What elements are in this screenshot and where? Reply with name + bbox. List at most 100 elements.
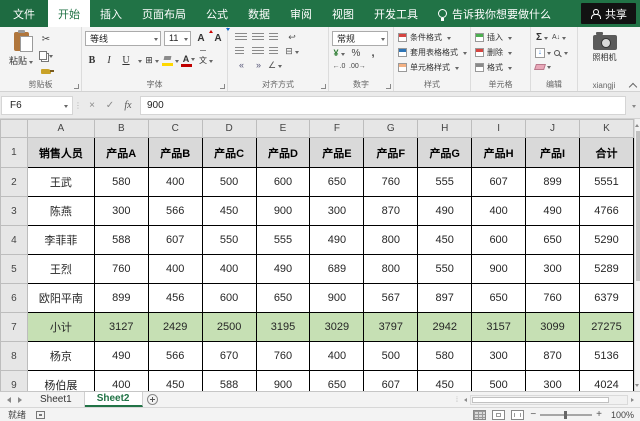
cell-F8[interactable]: 400 <box>309 341 365 371</box>
increase-indent-button[interactable]: » <box>255 60 261 70</box>
cell-H1[interactable]: 产品G <box>417 137 473 168</box>
cell-I4[interactable]: 600 <box>471 225 527 255</box>
zoom-slider[interactable] <box>540 410 593 419</box>
cell-K7[interactable]: 27275 <box>578 312 634 342</box>
cell-G2[interactable]: 760 <box>363 167 419 197</box>
cell-G5[interactable]: 800 <box>363 254 419 284</box>
cell-A9[interactable]: 杨伯展 <box>26 370 95 391</box>
cell-A4[interactable]: 李菲菲 <box>26 225 95 255</box>
cut-button[interactable]: ✂ <box>39 33 53 47</box>
cell-I7[interactable]: 3157 <box>471 312 527 342</box>
formula-input[interactable]: 900 <box>140 95 626 115</box>
grow-font-button[interactable]: A <box>194 30 213 45</box>
row-header-1[interactable]: 1 <box>0 137 28 168</box>
new-sheet-button[interactable] <box>143 392 163 407</box>
cell-A6[interactable]: 欧阳平南 <box>26 283 95 313</box>
collapse-ribbon-button[interactable] <box>629 81 637 89</box>
cell-C5[interactable]: 400 <box>147 254 203 284</box>
row-header-9[interactable]: 9 <box>0 370 28 391</box>
ribbon-tab-home[interactable]: 开始 <box>48 0 90 27</box>
insert-function-button[interactable]: fx <box>124 99 132 111</box>
cell-E2[interactable]: 600 <box>255 167 311 197</box>
cell-A7[interactable]: 小计 <box>26 312 95 342</box>
conditional-formatting-button[interactable]: 条件格式 <box>398 30 468 45</box>
sort-filter-button[interactable]: A↓ <box>552 31 567 45</box>
cell-K1[interactable]: 合计 <box>578 137 634 168</box>
ribbon-tab-formulas[interactable]: 公式 <box>206 8 228 21</box>
decrease-indent-button[interactable]: « <box>238 60 244 70</box>
cell-D7[interactable]: 2500 <box>201 312 257 342</box>
cell-E4[interactable]: 555 <box>255 225 311 255</box>
macro-record-icon[interactable] <box>36 410 46 419</box>
cell-F6[interactable]: 900 <box>309 283 365 313</box>
row-header-8[interactable]: 8 <box>0 341 28 371</box>
cell-F2[interactable]: 650 <box>309 167 365 197</box>
align-center-button[interactable] <box>251 44 265 58</box>
cell-A5[interactable]: 王烈 <box>26 254 95 284</box>
cell-H6[interactable]: 897 <box>417 283 473 313</box>
cell-C7[interactable]: 2429 <box>147 312 203 342</box>
cell-C8[interactable]: 566 <box>147 341 203 371</box>
bold-button[interactable]: B <box>88 54 96 66</box>
horizontal-scroll-track[interactable] <box>469 395 628 405</box>
cell-F4[interactable]: 490 <box>309 225 365 255</box>
delete-cells-button[interactable]: 删除 <box>475 45 528 60</box>
cell-F5[interactable]: 689 <box>309 254 365 284</box>
cell-J9[interactable]: 300 <box>525 370 580 391</box>
phonetic-button[interactable]: 文 <box>199 50 213 67</box>
cell-D3[interactable]: 450 <box>201 196 257 226</box>
cell-F3[interactable]: 300 <box>309 196 365 226</box>
next-sheet-icon[interactable] <box>14 392 28 407</box>
cell-C9[interactable]: 450 <box>147 370 203 391</box>
horizontal-scroll-thumb[interactable] <box>471 397 610 403</box>
cell-D9[interactable]: 588 <box>201 370 257 391</box>
chevron-down-icon[interactable] <box>138 59 142 65</box>
ribbon-tab-review[interactable]: 审阅 <box>290 8 312 21</box>
font-size-select[interactable]: 11 <box>164 30 191 46</box>
cell-F9[interactable]: 650 <box>309 370 365 391</box>
cell-K2[interactable]: 5551 <box>578 167 634 197</box>
cell-I8[interactable]: 300 <box>471 341 527 371</box>
row-header-7[interactable]: 7 <box>0 312 28 342</box>
align-bottom-button[interactable] <box>268 30 282 44</box>
cell-A3[interactable]: 陈燕 <box>26 196 95 226</box>
column-header-H[interactable]: H <box>417 119 473 138</box>
cell-H9[interactable]: 450 <box>417 370 473 391</box>
clear-button[interactable] <box>534 60 551 74</box>
page-layout-view-button[interactable] <box>492 409 506 420</box>
name-box[interactable]: F6 <box>1 95 73 115</box>
cell-A2[interactable]: 王武 <box>26 167 95 197</box>
copy-button[interactable] <box>39 49 53 63</box>
cell-G7[interactable]: 3797 <box>363 312 419 342</box>
zoom-in-button[interactable]: + <box>596 409 602 420</box>
wrap-text-button[interactable]: ↩ <box>285 30 299 44</box>
fill-color-button[interactable] <box>162 53 179 67</box>
zoom-slider-thumb[interactable] <box>564 410 568 419</box>
decrease-decimal-button[interactable]: .00→ <box>349 62 366 70</box>
align-top-button[interactable] <box>234 30 248 44</box>
increase-decimal-button[interactable]: ←.0 <box>332 62 346 70</box>
cell-I9[interactable]: 500 <box>471 370 527 391</box>
scroll-left-icon[interactable] <box>459 395 470 405</box>
cell-G1[interactable]: 产品F <box>363 137 419 168</box>
cell-E3[interactable]: 900 <box>255 196 311 226</box>
orientation-button[interactable]: ∠ <box>268 58 283 72</box>
page-break-view-button[interactable] <box>511 409 525 420</box>
cell-H7[interactable]: 2942 <box>417 312 473 342</box>
row-header-6[interactable]: 6 <box>0 283 28 313</box>
enter-button[interactable]: ✓ <box>105 99 115 111</box>
cell-C3[interactable]: 566 <box>147 196 203 226</box>
cell-K8[interactable]: 5136 <box>578 341 634 371</box>
cell-K4[interactable]: 5290 <box>578 225 634 255</box>
cell-K5[interactable]: 5289 <box>578 254 634 284</box>
cell-E9[interactable]: 900 <box>255 370 311 391</box>
cell-F7[interactable]: 3029 <box>309 312 365 342</box>
cell-B9[interactable]: 400 <box>93 370 149 391</box>
cell-F1[interactable]: 产品E <box>309 137 365 168</box>
select-all-corner[interactable] <box>0 119 28 138</box>
ribbon-tab-developer[interactable]: 开发工具 <box>374 8 418 21</box>
ribbon-tab-page-layout[interactable]: 页面布局 <box>142 8 186 21</box>
cell-E8[interactable]: 760 <box>255 341 311 371</box>
cell-I3[interactable]: 400 <box>471 196 527 226</box>
tell-me[interactable]: 告诉我你想要做什么 <box>438 0 551 27</box>
